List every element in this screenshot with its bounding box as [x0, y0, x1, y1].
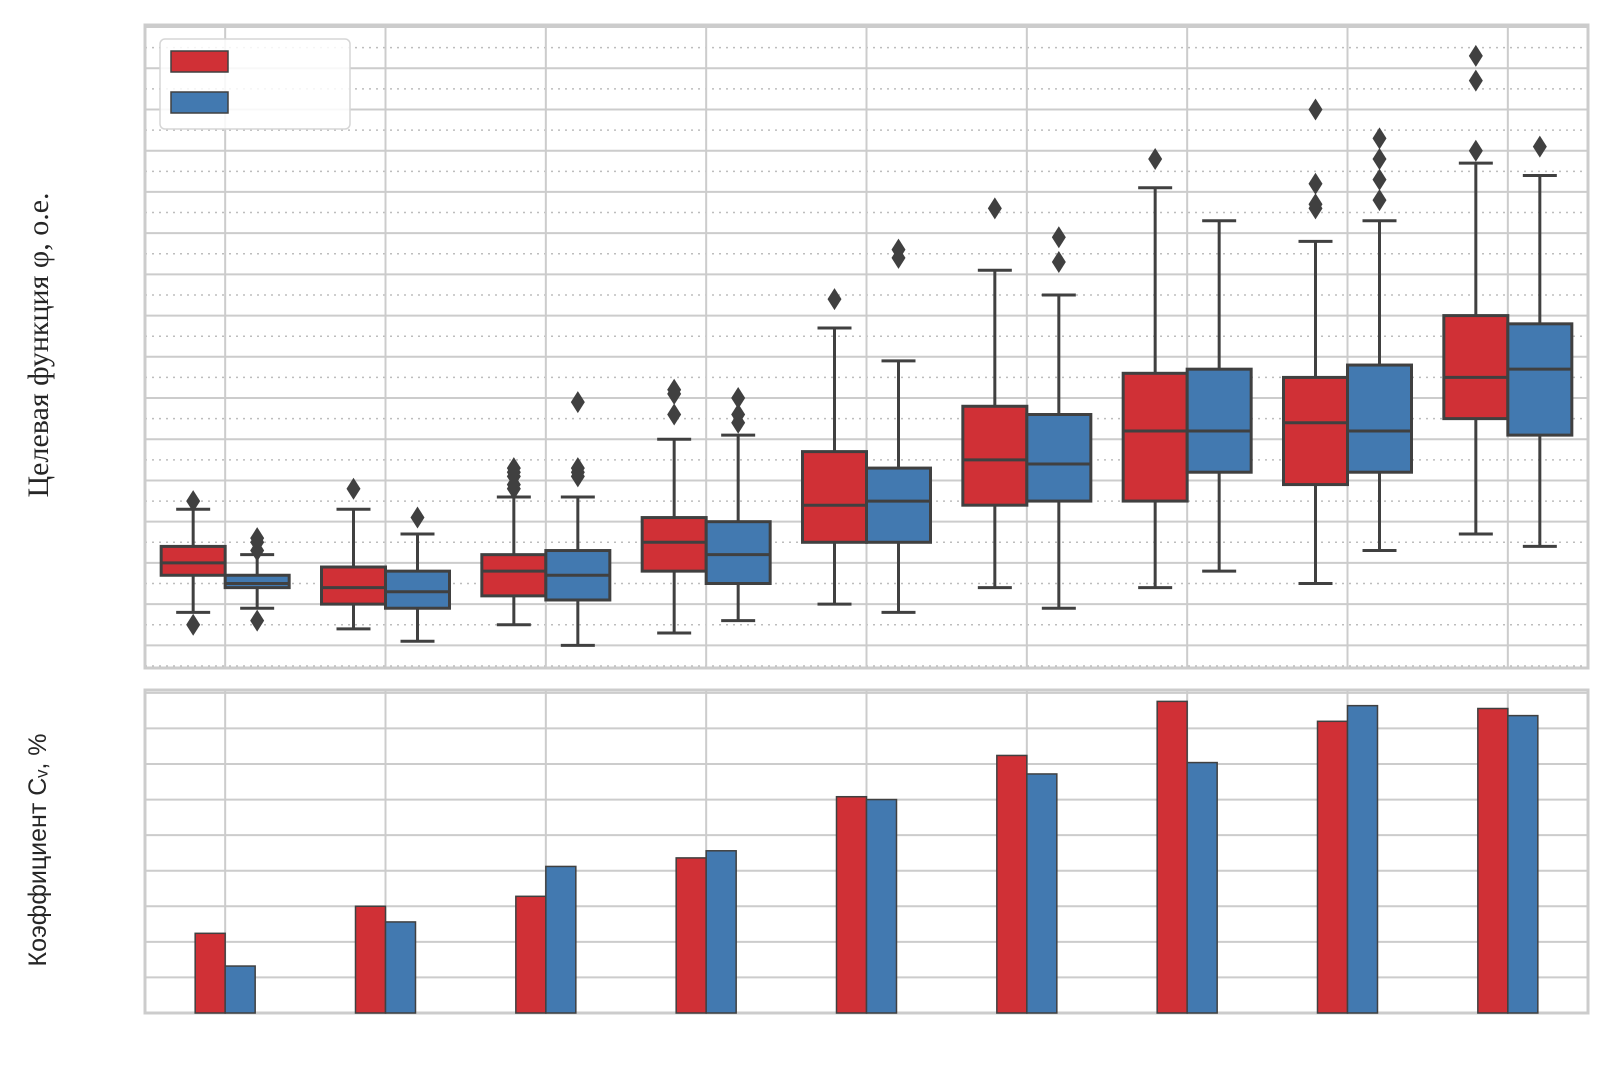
box-dsm-1-0.075: [480, 457, 548, 627]
boxplot-y-axis-label: Целевая функция φ, о.е.: [22, 192, 55, 497]
box-iqr: [865, 466, 932, 544]
legend-swatch-dsm-1: [170, 50, 229, 73]
outlier-point: [667, 403, 682, 426]
bar-dsm-2-0.3: [1026, 773, 1058, 1014]
bar-dsm-1-0.1: [675, 857, 707, 1014]
outlier-point: [667, 378, 682, 401]
outlier-point: [891, 238, 906, 261]
outlier-point: [1372, 168, 1387, 191]
box-iqr: [159, 544, 227, 577]
outlier-point: [827, 288, 842, 311]
outlier-point: [1468, 44, 1483, 67]
outlier-point: [250, 527, 265, 550]
outlier-point: [1372, 189, 1387, 212]
box-dsm-1-0.025: [159, 490, 227, 636]
box-iqr: [320, 565, 387, 606]
legend-swatch-dsm-2: [170, 91, 229, 114]
outlier-point: [1308, 172, 1323, 195]
box-iqr: [801, 450, 868, 544]
bar-dsm-1-0.2: [835, 795, 868, 1014]
bar-dsm-1-0.025: [194, 932, 226, 1014]
outlier-point: [1372, 147, 1387, 170]
outlier-point: [987, 197, 1002, 220]
bar-dsm-2-0.050: [384, 921, 417, 1014]
box-dsm-1-0.5: [1282, 98, 1349, 586]
box-iqr: [1185, 367, 1253, 474]
box-iqr: [1025, 413, 1093, 503]
outlier-point: [1308, 193, 1323, 216]
outlier-point: [1051, 226, 1066, 249]
outlier-point: [1468, 69, 1483, 92]
box-iqr: [961, 404, 1029, 507]
box-dsm-2-0.075: [544, 391, 612, 647]
bar-dsm-1-0.5: [1316, 720, 1349, 1014]
outlier-point: [570, 457, 585, 480]
outlier-point: [1051, 251, 1066, 274]
outlier-point: [1148, 147, 1163, 170]
bar-dsm-1-0.4: [1156, 700, 1188, 1014]
bar-dsm-2-0.2: [865, 798, 898, 1014]
outlier-point: [186, 613, 201, 636]
box-dsm-2-0.025: [223, 527, 291, 632]
boxplot-axes: [143, 23, 1590, 670]
box-dsm-2-0.1: [704, 387, 772, 623]
box-iqr: [480, 553, 548, 598]
box-iqr: [1282, 375, 1349, 487]
outlier-point: [731, 387, 746, 410]
outlier-point: [570, 391, 585, 414]
bar-dsm-1-0.3: [996, 754, 1028, 1014]
bar-dsm-2-0.5: [1346, 704, 1379, 1014]
box-dsm-1-0.2: [801, 288, 868, 606]
box-iqr: [640, 516, 708, 573]
outlier-point: [346, 477, 361, 500]
bar-dsm-1-0.075: [515, 895, 547, 1014]
outlier-point: [1372, 127, 1387, 150]
box-iqr: [1121, 371, 1189, 503]
bar-dsm-2-random: [1507, 714, 1539, 1014]
box-iqr: [704, 520, 772, 586]
outlier-point: [1532, 135, 1547, 158]
outlier-point: [250, 609, 265, 632]
box-dsm-2-0.3: [1025, 226, 1093, 610]
box-iqr: [223, 573, 291, 590]
box-dsm-2-0.4: [1185, 219, 1253, 573]
box-iqr: [384, 569, 451, 610]
outlier-point: [731, 403, 746, 426]
bar-dsm-2-0.4: [1186, 761, 1218, 1014]
barplot-axes: [143, 688, 1590, 1015]
box-iqr: [1346, 363, 1413, 474]
outlier-point: [506, 457, 521, 480]
box-dsm-1-0.1: [640, 378, 708, 635]
box-dsm-1-0.3: [961, 197, 1029, 590]
axes-frame: [143, 23, 1590, 670]
box-dsm-2-0.050: [384, 506, 451, 643]
outlier-point: [186, 490, 201, 513]
bar-dsm-2-0.025: [224, 965, 256, 1014]
box-dsm-1-0.050: [320, 477, 387, 631]
box-iqr: [1506, 322, 1574, 437]
bar-dsm-2-0.075: [545, 865, 577, 1014]
outlier-point: [410, 506, 425, 529]
barplot-y-axis-label: Коэффициент Cᵥ, %: [24, 734, 52, 967]
box-dsm-2-0.5: [1346, 127, 1413, 553]
box-iqr: [1442, 314, 1510, 421]
bar-dsm-1-random: [1477, 707, 1509, 1014]
box-dsm-2-0.2: [865, 238, 932, 614]
outlier-point: [1468, 139, 1483, 162]
bar-dsm-2-0.1: [705, 850, 737, 1014]
legend: [159, 38, 351, 130]
outlier-point: [1308, 98, 1323, 121]
bar-dsm-1-0.050: [354, 905, 387, 1014]
box-dsm-1-random: [1442, 44, 1510, 536]
box-dsm-2-random: [1506, 135, 1574, 548]
